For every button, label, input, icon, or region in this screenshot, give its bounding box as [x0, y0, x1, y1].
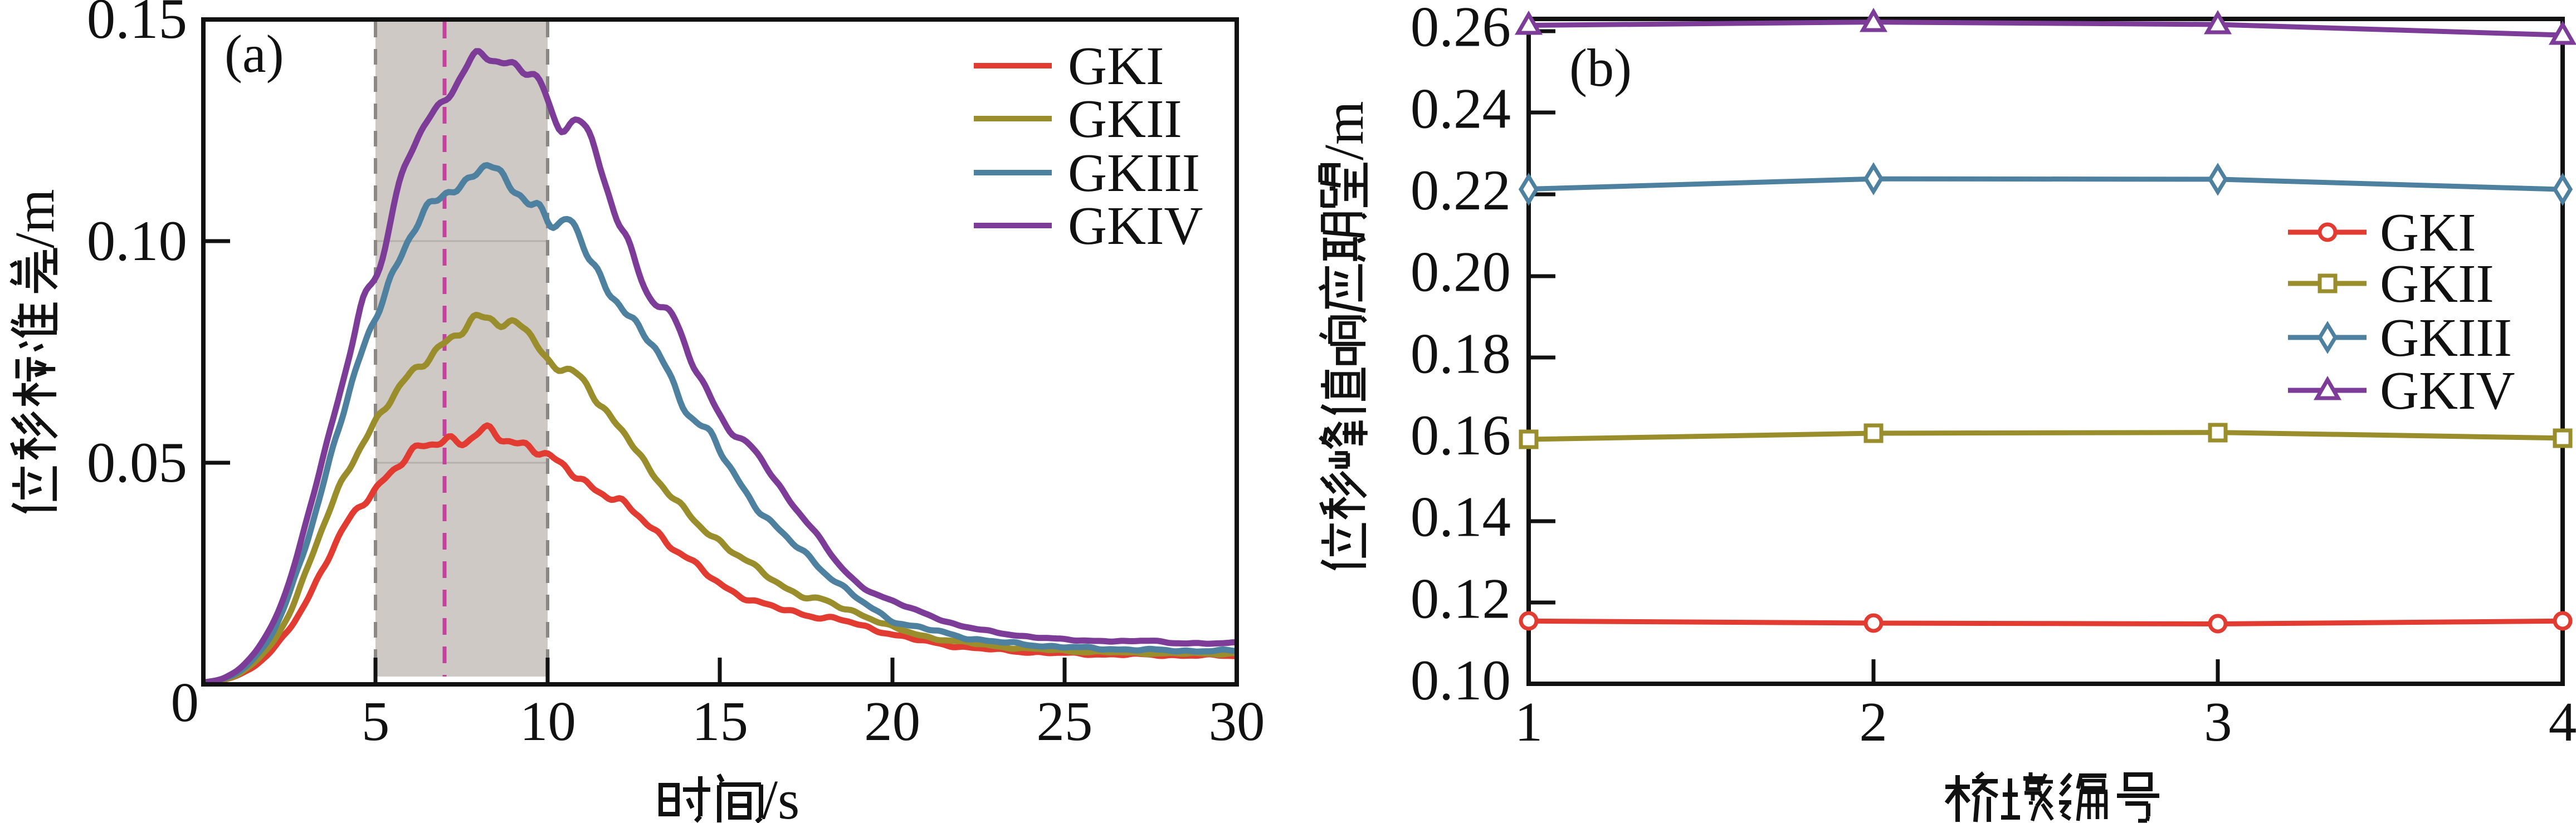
svg-text:0.10: 0.10: [87, 209, 187, 273]
svg-text:3: 3: [2204, 690, 2232, 753]
svg-text:GKII: GKII: [2380, 254, 2494, 313]
svg-text:2: 2: [1859, 690, 1887, 753]
svg-text:15: 15: [692, 690, 748, 752]
svg-text:20: 20: [864, 690, 920, 752]
svg-text:(b): (b): [1569, 38, 1632, 97]
svg-text:GKIII: GKIII: [1068, 143, 1200, 203]
svg-text:30: 30: [1208, 690, 1265, 752]
svg-text:0.24: 0.24: [1411, 77, 1511, 140]
svg-text:/m: /m: [3, 189, 66, 248]
svg-text:GKIV: GKIV: [1068, 196, 1203, 256]
svg-text:0.16: 0.16: [1411, 404, 1511, 467]
svg-text:1: 1: [1515, 690, 1543, 753]
svg-text:GKIII: GKIII: [2380, 308, 2512, 368]
svg-text:GKI: GKI: [1068, 36, 1164, 96]
svg-text:0.14: 0.14: [1411, 486, 1511, 549]
svg-text:0.05: 0.05: [87, 431, 187, 494]
svg-text:/s: /s: [762, 768, 799, 823]
svg-text:0.26: 0.26: [1411, 0, 1511, 59]
svg-text:10: 10: [520, 690, 576, 752]
svg-text:0: 0: [171, 671, 199, 733]
svg-text:0.18: 0.18: [1411, 322, 1511, 385]
svg-text:0.12: 0.12: [1411, 567, 1511, 630]
svg-text:25: 25: [1036, 690, 1092, 752]
svg-text:GKI: GKI: [2380, 203, 2476, 262]
svg-text:0.15: 0.15: [87, 0, 187, 51]
svg-text:/m: /m: [1313, 101, 1375, 160]
svg-text:GKIV: GKIV: [2380, 361, 2515, 420]
svg-text:0.22: 0.22: [1411, 159, 1511, 222]
svg-text:0.20: 0.20: [1411, 241, 1511, 304]
svg-text:4: 4: [2549, 690, 2576, 753]
svg-text:GKII: GKII: [1068, 89, 1182, 149]
svg-text:5: 5: [362, 690, 390, 752]
svg-text:(a): (a): [225, 24, 284, 84]
svg-text:0.10: 0.10: [1411, 649, 1511, 712]
